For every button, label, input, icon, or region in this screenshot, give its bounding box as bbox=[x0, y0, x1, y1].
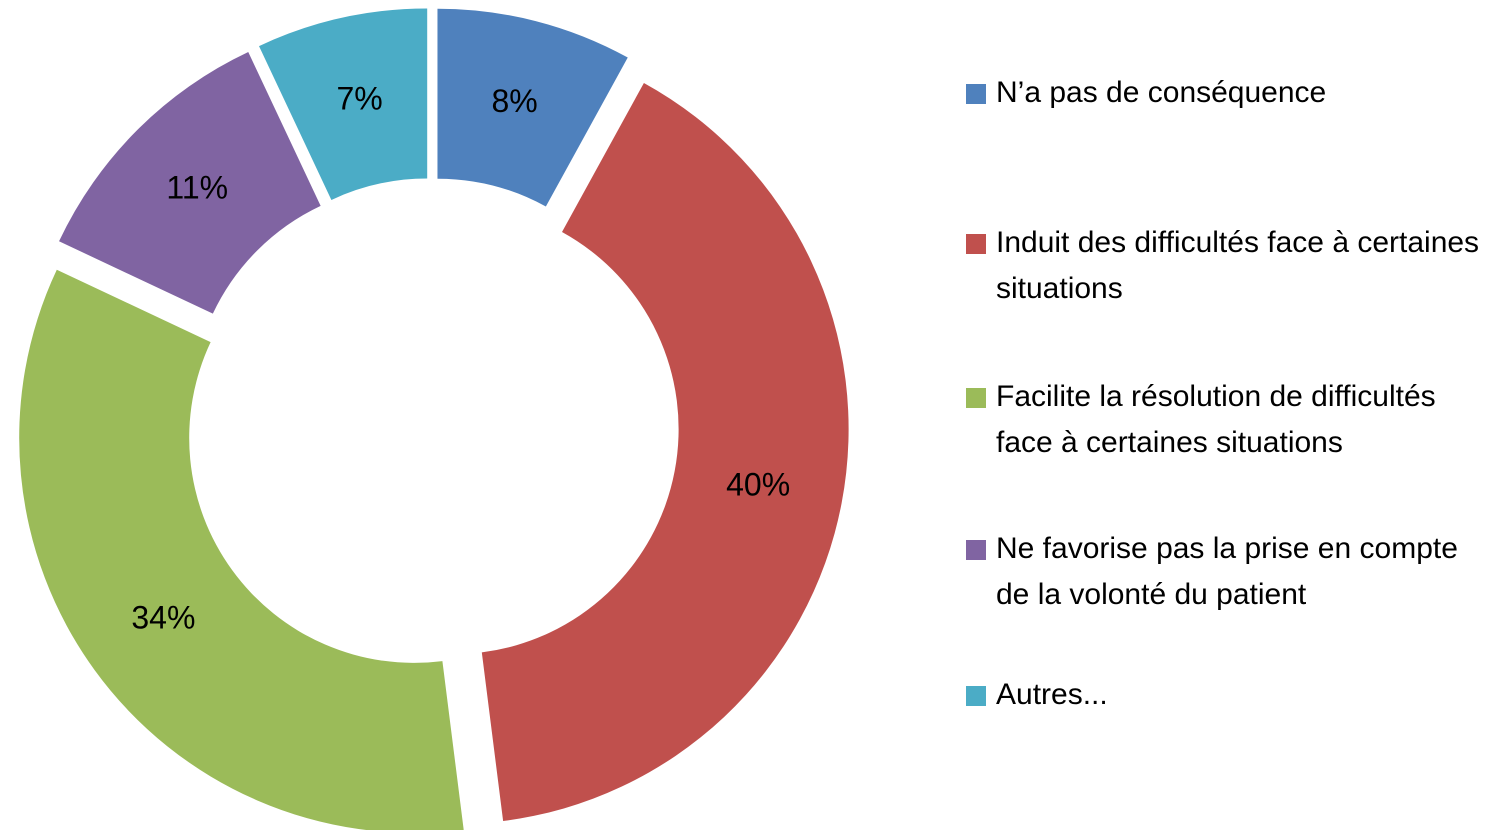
legend-entry: Ne favorise pas la prise en compte de la… bbox=[966, 526, 1481, 618]
legend-label: N’a pas de conséquence bbox=[996, 76, 1327, 109]
legend-entry: Induit des difficultés face à certaines … bbox=[966, 220, 1481, 312]
data-label: 40% bbox=[726, 467, 790, 503]
legend-swatch bbox=[966, 686, 986, 706]
data-label: 8% bbox=[491, 83, 537, 119]
donut-slice bbox=[259, 8, 428, 200]
legend-entry: Facilite la résolution de difficultés fa… bbox=[966, 374, 1481, 466]
legend-label: Autres... bbox=[996, 678, 1108, 711]
data-label: 11% bbox=[166, 170, 228, 206]
legend-label: Ne favorise pas la prise en compte de la… bbox=[996, 532, 1458, 611]
legend-swatch bbox=[966, 388, 986, 408]
data-label: 34% bbox=[131, 600, 195, 636]
donut-slice bbox=[481, 82, 849, 822]
legend-swatch bbox=[966, 540, 986, 560]
legend-swatch bbox=[966, 234, 986, 254]
legend-swatch bbox=[966, 84, 986, 104]
donut-slice bbox=[19, 269, 464, 830]
legend-entry: N’a pas de conséquence bbox=[966, 70, 1481, 116]
legend-label: Facilite la résolution de difficultés fa… bbox=[996, 380, 1436, 459]
donut-slice bbox=[437, 8, 628, 207]
legend-entry: Autres... bbox=[966, 672, 1481, 718]
data-label: 7% bbox=[336, 80, 382, 116]
donut-slice bbox=[59, 52, 321, 314]
legend-label: Induit des difficultés face à certaines … bbox=[996, 226, 1480, 305]
